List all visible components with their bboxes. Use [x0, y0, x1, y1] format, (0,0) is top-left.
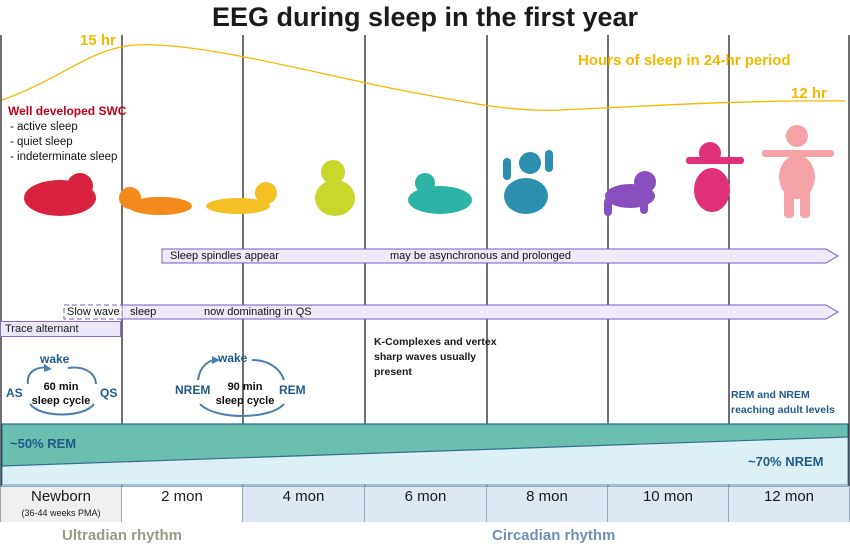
- cycle-newborn-wake: wake: [40, 352, 70, 366]
- sleep-start-label: 15 hr: [80, 32, 116, 49]
- rem-percent-label: ~50% REM: [10, 436, 77, 451]
- month-newborn: Newborn (36-44 weeks PMA): [0, 486, 122, 522]
- month-label: 8 mon: [526, 488, 568, 505]
- swc-item-active: - active sleep: [10, 121, 78, 133]
- spindles-bar: [161, 248, 839, 264]
- cycle-newborn-qs: QS: [100, 386, 118, 400]
- cycle-2mon-nrem: NREM: [175, 383, 211, 397]
- slowwave-note: now dominating in QS: [204, 306, 312, 318]
- page-title: EEG during sleep in the first year: [211, 2, 639, 32]
- slowwave-label-b: sleep: [130, 306, 157, 318]
- month-4: 4 mon: [243, 486, 365, 522]
- trace-alternant-box: Trace alternant: [0, 321, 121, 337]
- baby-rolling-icon: [408, 173, 472, 214]
- swc-item-indeterminate: - indeterminate sleep: [10, 151, 118, 163]
- baby-newborn-icon: [24, 173, 96, 216]
- circadian-label: Circadian rhythm: [492, 527, 616, 544]
- month-label: 12 mon: [763, 488, 815, 505]
- swc-item-quiet: - quiet sleep: [10, 136, 73, 148]
- k-complexes-text: K-Complexes and vertex sharp waves usual…: [374, 336, 497, 378]
- month-label: 4 mon: [282, 488, 325, 505]
- slowwave-dashed-start: [63, 304, 123, 320]
- month-6: 6 mon: [365, 486, 487, 522]
- sleep-end-label: 12 hr: [791, 85, 827, 102]
- sleep-hours-label: Hours of sleep in 24-hr period: [578, 52, 791, 69]
- baby-crawling-icon: [604, 171, 656, 216]
- baby-kneeling-icon: [686, 142, 744, 212]
- swc-title: Well developed SWC: [8, 104, 127, 118]
- month-10: 10 mon: [608, 486, 729, 522]
- month-label: 6 mon: [404, 488, 447, 505]
- slowwave-label-a: Slow wave: [67, 306, 120, 318]
- cycle-2mon-rem: REM: [279, 383, 306, 397]
- cycle-2mon-arrowhead: [212, 356, 220, 364]
- month-axis-top-border: [0, 486, 850, 487]
- baby-sitting-arms-icon: [503, 150, 553, 214]
- ultradian-label: Ultradian rhythm: [62, 527, 183, 544]
- month-12: 12 mon: [729, 486, 850, 522]
- month-2: 2 mon: [122, 486, 243, 522]
- cycle-newborn-center: 60 min sleep cycle: [31, 381, 91, 407]
- cycle-2mon-center: 90 min sleep cycle: [215, 381, 275, 407]
- sleep-hours-curve: [1, 44, 846, 111]
- cycle-newborn-as: AS: [6, 386, 23, 400]
- baby-tummy-icon: [206, 182, 277, 214]
- baby-standing-icon: [762, 125, 834, 218]
- month-8: 8 mon: [487, 486, 608, 522]
- baby-sitting-icon: [315, 160, 355, 216]
- nrem-percent-label: ~70% NREM: [748, 454, 824, 469]
- spindles-note: may be asynchronous and prolonged: [390, 250, 572, 262]
- babies: [24, 125, 834, 218]
- month-label: 2 mon: [161, 488, 203, 505]
- rem-adult-text: REM and NREM reaching adult levels: [731, 389, 835, 416]
- spindles-label: Sleep spindles appear: [170, 250, 279, 262]
- baby-lying-icon: [119, 187, 192, 215]
- month-label: Newborn: [30, 488, 92, 505]
- cycle-2mon-wake: wake: [218, 351, 248, 365]
- rem-band: [1, 423, 849, 467]
- month-sub: (36-44 weeks PMA): [21, 508, 101, 518]
- cycle-newborn-arrowhead: [44, 364, 52, 372]
- month-label: 10 mon: [642, 488, 694, 505]
